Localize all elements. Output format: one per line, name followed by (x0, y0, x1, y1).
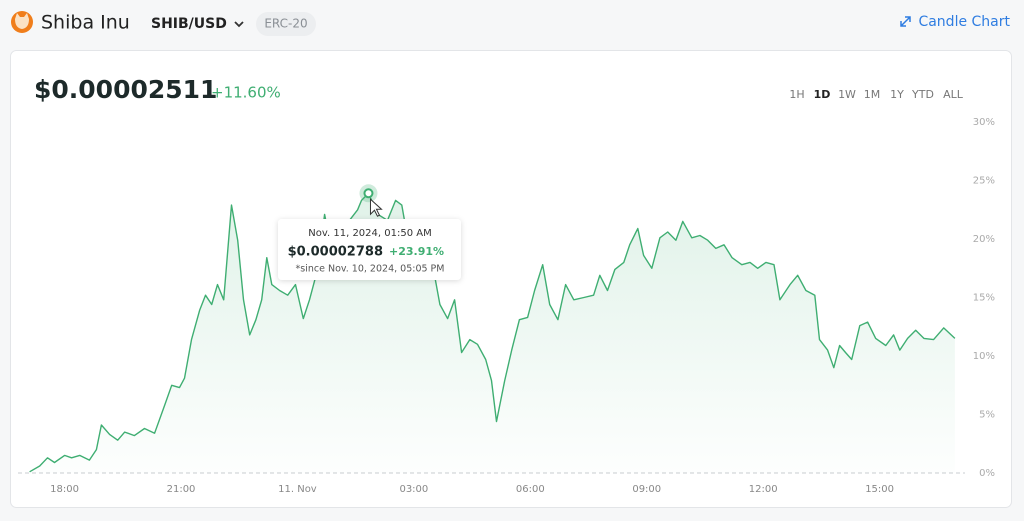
range-button[interactable]: 1Y (890, 88, 904, 101)
x-tick-label: 21:00 (167, 484, 196, 495)
range-button[interactable]: 1D (814, 88, 831, 101)
tooltip-date: Nov. 11, 2024, 01:50 AM (308, 228, 431, 239)
range-buttons: 1H 1D 1W 1M 1Y YTD ALL (789, 88, 963, 101)
y-tick-label: 25% (973, 176, 995, 187)
range-button[interactable]: 1M (864, 88, 881, 101)
x-tick-label: 11. Nov (278, 484, 317, 495)
tooltip-box (278, 219, 461, 280)
y-tick-label: 5% (979, 410, 995, 421)
tooltip-note: *since Nov. 10, 2024, 05:05 PM (296, 264, 445, 275)
tooltip-price: $0.00002788 (288, 245, 383, 260)
price-change: +11.60% (211, 84, 281, 102)
candle-icon[interactable] (900, 16, 911, 27)
y-tick-label: 15% (973, 293, 995, 304)
x-tick-label: 12:00 (749, 484, 778, 495)
x-tick-label: 18:00 (50, 484, 79, 495)
hover-point (363, 188, 374, 199)
plot: 0% 5% 10% 15% 20% 25% 30% 18:00 21:00 11. Nov 03:0… (18, 117, 995, 495)
tag: ERC-20 (264, 17, 307, 31)
range-button[interactable]: 1W (838, 88, 856, 101)
tooltip-change: +23.91% (389, 245, 444, 258)
price-line (29, 192, 956, 473)
coin-name: Shiba Inu (41, 12, 130, 34)
range-button[interactable]: ALL (943, 88, 964, 101)
y-tick-label: 30% (973, 117, 995, 128)
area-fill (29, 193, 955, 474)
y-tick-label: 10% (973, 351, 995, 362)
cursor (369, 198, 383, 217)
candle-chart-link[interactable]: Candle Chart (918, 14, 1010, 30)
y-tick-label: 20% (973, 234, 995, 245)
x-tick-label: 15:00 (865, 484, 894, 495)
x-tick-label: 09:00 (632, 484, 661, 495)
x-tick-label: 03:00 (399, 484, 428, 495)
range-button[interactable]: YTD (911, 88, 934, 101)
coin-icon-face (15, 13, 29, 29)
tag-pill (256, 12, 316, 36)
price: $0.00002511 (34, 75, 217, 104)
chevron[interactable] (234, 21, 244, 28)
y-tick-label: 0% (979, 468, 995, 479)
x-tick-label: 06:00 (516, 484, 545, 495)
range-button[interactable]: 1H (789, 88, 804, 101)
tooltip (278, 219, 461, 280)
pair-selector[interactable]: SHIB/USD (151, 16, 227, 32)
